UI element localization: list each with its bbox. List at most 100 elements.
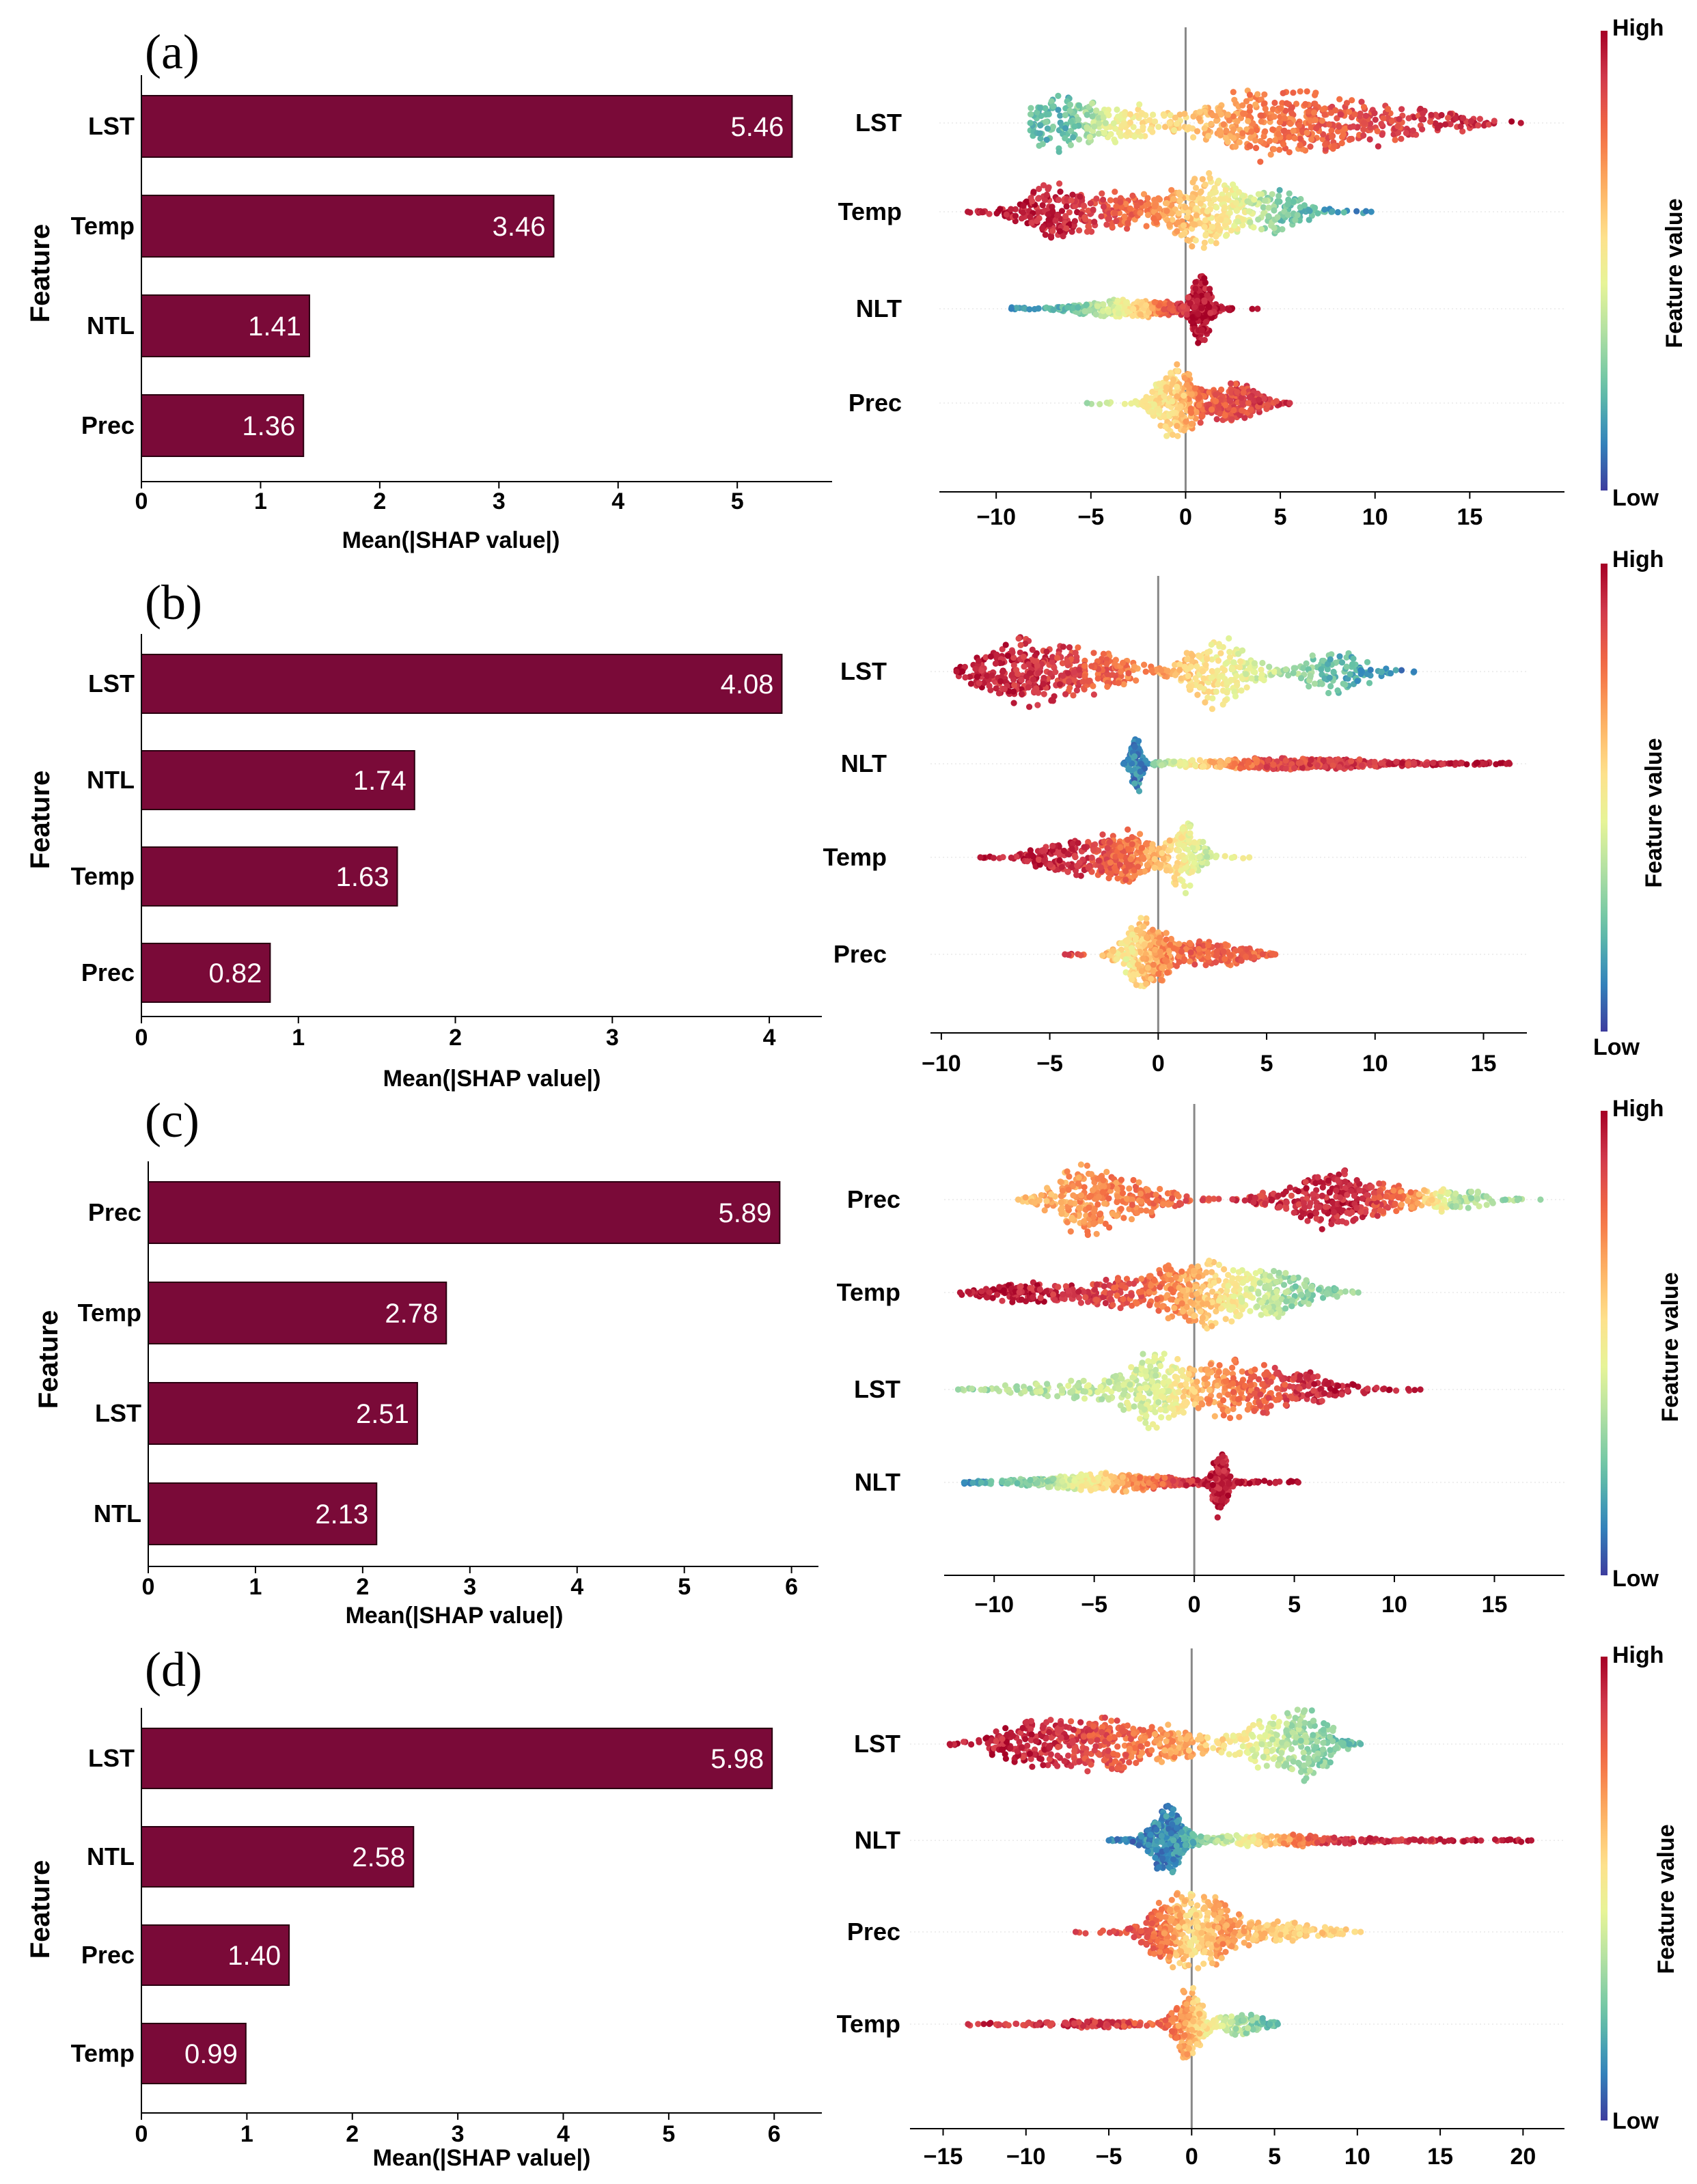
shap-point — [1286, 190, 1293, 197]
shap-point — [1181, 427, 1187, 434]
shap-point — [1196, 945, 1202, 952]
shap-point — [1004, 652, 1011, 659]
shap-point — [1307, 673, 1314, 680]
shap-point — [1010, 700, 1017, 706]
shap-point — [1011, 682, 1018, 689]
shap-point — [1073, 657, 1080, 664]
shap-point — [1196, 854, 1203, 861]
shap-point — [1034, 702, 1041, 708]
shap-point — [1179, 303, 1187, 310]
bar-value-label: 4.08 — [721, 669, 774, 700]
shap-point — [1269, 126, 1276, 133]
bar-x-tick-label: 2 — [356, 1574, 369, 1600]
shap-point — [1166, 837, 1173, 844]
bar — [148, 1282, 447, 1344]
shap-point — [1290, 198, 1297, 205]
shap-point — [1252, 669, 1258, 676]
shap-point — [1322, 764, 1329, 771]
shap-point — [1174, 393, 1181, 400]
shap-point — [1399, 760, 1406, 766]
shap-point — [1213, 959, 1219, 966]
shap-point — [1185, 672, 1191, 680]
shap-point — [1375, 143, 1381, 150]
shap-point — [1223, 941, 1230, 948]
shap-point — [1192, 762, 1199, 769]
colorbar-low-b: Low — [1593, 1034, 1640, 1060]
shap-point — [1385, 760, 1392, 767]
shap-point — [1253, 759, 1260, 766]
shap-point — [1058, 863, 1065, 870]
shap-point — [1135, 128, 1142, 135]
shap-point — [1008, 672, 1015, 678]
shap-point — [1334, 687, 1341, 694]
shap-point — [1137, 311, 1144, 318]
shap-point — [1204, 949, 1211, 956]
shap-point — [1079, 678, 1086, 685]
bar — [141, 95, 793, 158]
shap-point — [1208, 641, 1215, 648]
shap-point — [1080, 202, 1087, 209]
shap-point — [1246, 103, 1253, 110]
shap-point — [1151, 864, 1158, 871]
shap-point — [1068, 197, 1075, 204]
shap-point — [1206, 286, 1213, 292]
shap-point — [1133, 982, 1140, 989]
shap-point — [1113, 203, 1120, 210]
shap-point — [1117, 853, 1124, 859]
shap-point — [1258, 675, 1265, 682]
shap-point — [1237, 658, 1244, 665]
shap-point — [1145, 201, 1152, 208]
shap-point — [1205, 688, 1212, 695]
shap-point — [1169, 431, 1176, 439]
shap-point — [1125, 669, 1132, 677]
shap-point — [1176, 197, 1183, 204]
shap-point — [1137, 915, 1144, 922]
xlabel-b: Mean(|SHAP value|) — [383, 1066, 601, 1092]
shap-point — [997, 678, 1004, 685]
shap-point — [1202, 699, 1209, 706]
shap-point — [1220, 121, 1227, 128]
shap-point — [1343, 663, 1350, 670]
shap-point — [1095, 857, 1102, 864]
shap-point — [1030, 676, 1037, 683]
shap-point — [1336, 764, 1343, 771]
shap-point — [1374, 128, 1381, 135]
shap-point — [1284, 201, 1291, 208]
shap-point — [1169, 398, 1176, 405]
shap-point — [1151, 299, 1158, 305]
shap-point — [1286, 400, 1293, 406]
shap-point — [1201, 125, 1208, 132]
shap-point — [1125, 846, 1132, 853]
bar-x-tick-label: 3 — [463, 1574, 476, 1600]
shap-point — [1075, 136, 1083, 143]
shap-point — [1246, 854, 1253, 861]
shap-point — [1020, 653, 1027, 661]
feature-label: LST — [855, 109, 902, 137]
xlabel-d: Mean(|SHAP value|) — [373, 2145, 591, 2171]
shap-point — [1280, 89, 1286, 96]
bar — [141, 943, 271, 1003]
shap-point — [1056, 857, 1063, 864]
shap-point — [1312, 100, 1319, 107]
swarm-x-tick-label: 10 — [1362, 1051, 1388, 1077]
shap-point — [1105, 308, 1112, 316]
shap-point — [1149, 305, 1156, 312]
shap-point — [1062, 111, 1068, 119]
shap-point — [1306, 217, 1312, 223]
shap-point — [1292, 217, 1299, 223]
shap-point — [1231, 760, 1238, 767]
shap-point — [1099, 831, 1106, 838]
shap-point — [1312, 204, 1319, 211]
shap-point — [1012, 212, 1019, 219]
shap-point — [1338, 139, 1345, 147]
shap-point — [1035, 195, 1042, 202]
shap-point — [1272, 951, 1279, 958]
shap-point — [1171, 127, 1178, 134]
shap-point — [1162, 423, 1169, 430]
shap-point — [1354, 678, 1361, 685]
shap-point — [1156, 196, 1163, 203]
shap-point — [1217, 758, 1224, 765]
panel-label-a: (a) — [145, 25, 199, 79]
shap-point — [1411, 760, 1418, 766]
bar-x-tick-label: 2 — [346, 2121, 359, 2147]
